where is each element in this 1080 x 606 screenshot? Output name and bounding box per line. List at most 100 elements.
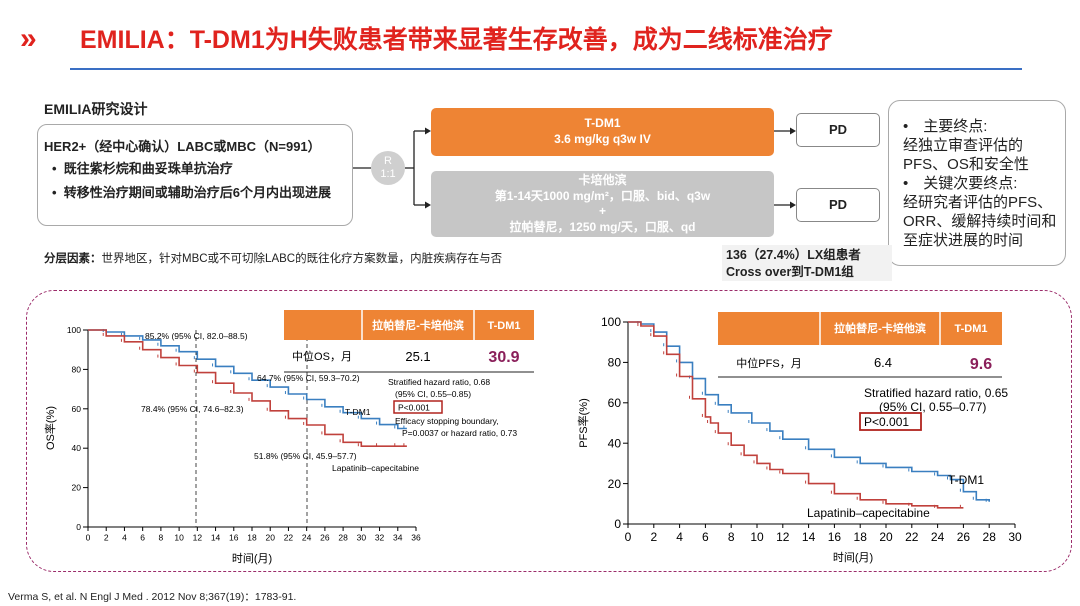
- arm-lap-line: +: [598, 204, 606, 218]
- pfs-y-axis: 0 20 40 60 80 100: [601, 315, 628, 531]
- pfs-x-tick-label: 26: [957, 530, 971, 544]
- pfs-x-tick-label: 0: [625, 530, 632, 544]
- os-x-tick-label: 10: [174, 533, 184, 543]
- pfs-table-row-label: 中位PFS，月: [736, 356, 801, 370]
- pfs-table-col-tdm1: T-DM1: [955, 323, 988, 335]
- pfs-ylabel: PFS率(%): [576, 398, 590, 448]
- os-p-value: P<0.001: [398, 403, 430, 413]
- arm-tdm1-name: T-DM1: [584, 116, 621, 130]
- page-title: EMILIA：T-DM1为H失败患者带来显著生存改善，成为二线标准治疗: [80, 26, 833, 54]
- pfs-p-box: [859, 412, 922, 431]
- pfs-x-tick-label: 30: [1008, 530, 1022, 544]
- os-curves: [88, 328, 407, 447]
- crossover-line: Cross over到T-DM1组: [726, 265, 854, 279]
- os-label-lap: Lapatinib–capecitabine: [332, 463, 419, 473]
- design-connectors: [353, 127, 796, 209]
- randomization-label: R: [384, 155, 392, 167]
- arm-lap-line: 拉帕替尼，1250 mg/天，口服、qd: [509, 219, 696, 234]
- stratification-text: 世界地区，针对MBC或不可切除LABC的既往化疗方案数量，内脏疾病存在与否: [101, 253, 503, 265]
- os-y-tick-label: 40: [72, 443, 82, 453]
- pfs-y-tick-label: 80: [608, 356, 622, 370]
- os-ylabel: OS率(%): [43, 406, 57, 450]
- pfs-x-tick-label: 18: [854, 530, 868, 544]
- os-y-tick-label: 0: [76, 522, 81, 532]
- arm-tdm1-dose: 3.6 mg/kg q3w IV: [554, 132, 651, 146]
- charts-frame: [26, 290, 1072, 572]
- endpoint-line: 经研究者评估的PFS、ORR、缓解持续时间和至症状进展的时间: [903, 194, 1057, 249]
- pfs-x-tick-label: 6: [702, 530, 709, 544]
- pfs-x-tick-label: 4: [676, 530, 683, 544]
- pfs-x-axis: 0 2 4 6 8 10 12 14 16 18 20 22 24 26 28 30: [625, 524, 1022, 544]
- pfs-x-tick-label: 24: [931, 530, 945, 544]
- inclusion-item: • 既往紫杉烷和曲妥珠单抗治疗: [52, 161, 233, 176]
- os-y-tick-label: 80: [72, 364, 82, 374]
- endpoint-line: • 关键次要终点:: [903, 175, 1018, 192]
- endpoint-line: • 主要终点:: [903, 118, 988, 135]
- os-eff-line1: Efficacy stopping boundary,: [395, 416, 499, 426]
- pfs-hr: Stratified hazard ratio, 0.65: [864, 386, 1008, 400]
- arm-lapatinib-capecitabine: 卡培他滨 第1-14天1000 mg/m²，口服、bid、q3w + 拉帕替尼，…: [431, 171, 774, 237]
- pfs-y-tick-label: 100: [601, 315, 621, 329]
- os-y-tick-label: 60: [72, 404, 82, 414]
- title-divider: [70, 68, 1022, 70]
- pfs-x-tick-label: 20: [879, 530, 893, 544]
- os-table-row-label: 中位OS，月: [292, 349, 352, 363]
- os-x-tick-label: 2: [104, 533, 109, 543]
- pfs-curves: [628, 321, 990, 509]
- inclusion-text: 转移性治疗期间或辅助治疗后6个月内出现进展: [63, 185, 332, 200]
- inclusion-item: • 转移性治疗期间或辅助治疗后6个月内出现进展: [52, 185, 332, 200]
- os-x-tick-label: 32: [375, 533, 385, 543]
- pfs-x-tick-label: 10: [750, 530, 764, 544]
- os-label-tdm1: T-DM1: [345, 407, 371, 417]
- pfs-xlabel: 时间(月): [833, 551, 873, 564]
- os-x-tick-label: 4: [122, 533, 127, 543]
- pfs-median-lap: 6.4: [874, 355, 892, 370]
- pfs-series-tdm1: [628, 321, 990, 502]
- os-x-tick-label: 22: [284, 533, 294, 543]
- endpoints-box: • 主要终点: 经独立审查评估的PFS、OS和安全性 • 关键次要终点: 经研究…: [888, 100, 1066, 266]
- os-series-lap: [88, 329, 407, 447]
- randomization-ratio: 1:1: [380, 168, 396, 180]
- os-x-tick-label: 20: [265, 533, 275, 543]
- os-series-tdm1: [88, 329, 407, 430]
- os-x-tick-label: 6: [140, 533, 145, 543]
- os-hr: Stratified hazard ratio, 0.68: [388, 377, 490, 387]
- pfs-y-tick-label: 40: [608, 436, 622, 450]
- pfs-y-tick-label: 60: [608, 396, 622, 410]
- pfs-x-tick-label: 28: [983, 530, 997, 544]
- os-x-tick-label: 12: [193, 533, 203, 543]
- pfs-x-tick-label: 2: [650, 530, 657, 544]
- crossover-note: 136（27.4%）LX组患者 Cross over到T-DM1组: [722, 245, 892, 281]
- os-table-header: [284, 310, 534, 340]
- pd-box-tdm1: PD: [796, 113, 880, 147]
- arm-tdm1: T-DM1 3.6 mg/kg q3w IV: [431, 108, 774, 156]
- arm-lap-line: 第1-14天1000 mg/m²，口服、bid、q3w: [494, 188, 711, 203]
- os-hr-ci: (95% CI, 0.55–0.85): [395, 389, 471, 399]
- population-title: HER2+（经中心确认）LABC或MBC（N=991）: [44, 139, 321, 154]
- os-x-tick-label: 16: [229, 533, 239, 543]
- arm-lap-line: 卡培他滨: [578, 173, 627, 187]
- randomization-node: R 1:1: [371, 151, 405, 185]
- os-y-tick-label: 100: [67, 325, 81, 335]
- pfs-y-tick-label: 20: [608, 477, 622, 491]
- pfs-x-tick-label: 14: [802, 530, 816, 544]
- pfs-label-tdm1: T-DM1: [948, 473, 984, 487]
- os-eff-line2: P=0.0037 or hazard ratio, 0.73: [402, 428, 517, 438]
- os-median-lap: 25.1: [405, 349, 430, 364]
- os-x-tick-label: 34: [393, 533, 403, 543]
- os-x-tick-label: 0: [86, 533, 91, 543]
- pfs-hr-ci: (95% CI, 0.55–0.77): [879, 400, 986, 414]
- citation: Verma S, et al. N Engl J Med . 2012 Nov …: [8, 591, 297, 603]
- pfs-series-lap: [628, 321, 964, 509]
- os-y-tick-label: 20: [72, 483, 82, 493]
- pfs-x-tick-label: 12: [776, 530, 790, 544]
- inclusion-text: 既往紫杉烷和曲妥珠单抗治疗: [63, 161, 233, 176]
- os-annot-tdm1-24: 64.7% (95% CI, 59.3–70.2): [257, 373, 360, 383]
- population-box: [37, 124, 353, 226]
- pfs-y-tick-label: 0: [614, 517, 621, 531]
- crossover-line: 136（27.4%）LX组患者: [726, 248, 861, 262]
- os-x-tick-label: 26: [320, 533, 330, 543]
- os-x-tick-label: 8: [159, 533, 164, 543]
- os-x-axis: 0 2 4 6 8 10 12 14 16 18 20 22 24 26 28 30 32 34 36: [86, 527, 421, 543]
- os-x-tick-label: 14: [211, 533, 221, 543]
